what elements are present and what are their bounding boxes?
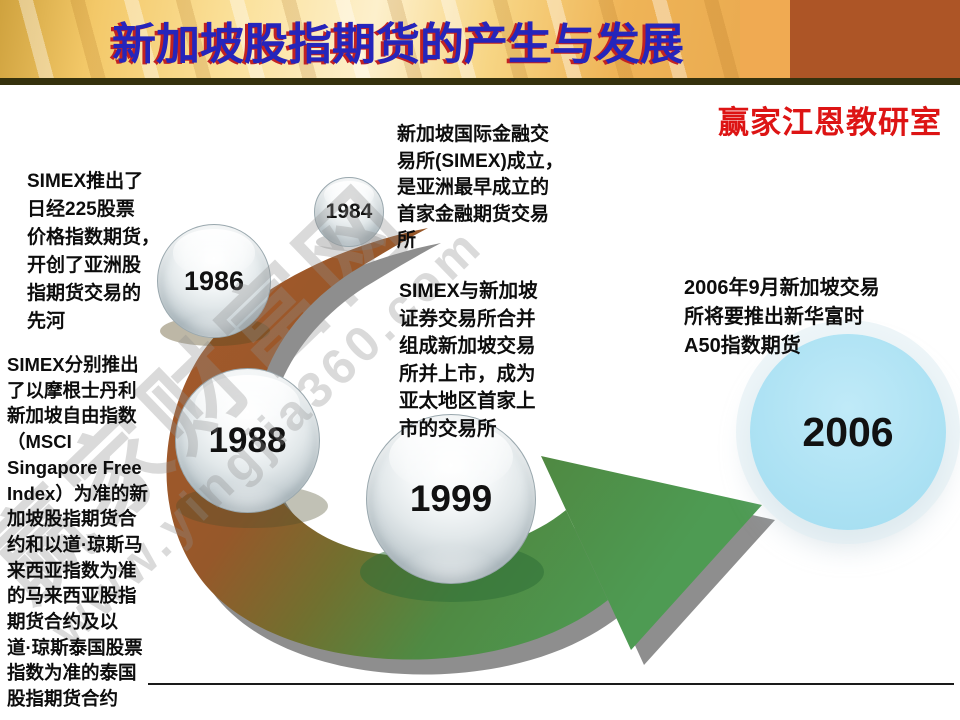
timeline-year-label: 1986: [183, 265, 245, 296]
timeline-node-2006: 2006: [750, 334, 946, 530]
timeline-year-label: 2006: [802, 408, 894, 455]
timeline-note-1988: SIMEX分别推出 了以摩根士丹利 新加坡自由指数 （MSCI Singapor…: [7, 354, 148, 710]
arrow-head: [541, 456, 762, 650]
timeline-node-1986: 1986: [157, 224, 271, 338]
brand-label: 赢家江恩教研室: [718, 105, 942, 141]
timeline-year-label: 1988: [208, 420, 287, 460]
footer-line: [148, 683, 954, 685]
timeline-node-1999: 1999: [366, 414, 536, 584]
header-gold-texture: [0, 0, 790, 78]
slide-header: [0, 0, 960, 78]
timeline-node-1984: 1984: [314, 177, 384, 247]
timeline-note-1986: SIMEX推出了 日经225股票 价格指数期货， 开创了亚洲股 指期货交易的 先…: [27, 171, 161, 332]
header-brick-block: [790, 0, 960, 78]
timeline-note-1984: 新加坡国际金融交 易所(SIMEX)成立， 是亚洲最早成立的 首家金融期货交易 …: [397, 124, 564, 251]
timeline-node-1988: 1988: [175, 368, 320, 513]
page-title: 新加坡股指期货的产生与发展: [112, 19, 684, 70]
timeline-year-label: 1984: [325, 200, 373, 223]
timeline-note-1999: SIMEX与新加坡 证券交易所合并 组成新加坡交易 所并上市，成为 亚太地区首家…: [399, 280, 538, 440]
timeline-note-2006: 2006年9月新加坡交易 所将要推出新华富时 A50指数期货: [684, 277, 880, 357]
header-gold-strip: [740, 0, 790, 78]
header-divider: [0, 78, 960, 85]
timeline-year-label: 1999: [409, 478, 493, 519]
